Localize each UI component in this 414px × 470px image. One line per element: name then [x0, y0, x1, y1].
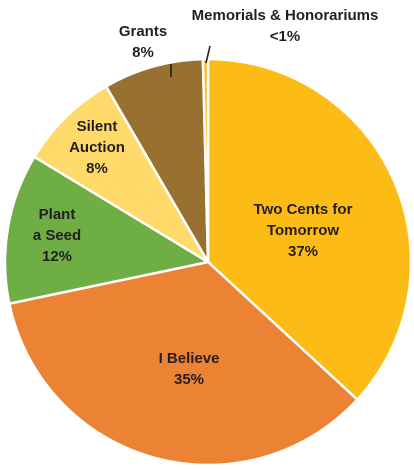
pie-slices [3, 57, 413, 467]
slice-value-silent-auction: 8% [86, 160, 108, 177]
slice-labels: Two Cents for Tomorrow 37% I Believe 35% Plan… [33, 7, 379, 388]
slice-label-two-cents-for-tomorrow: Two Cents for Tomorrow 37% [254, 201, 353, 260]
slice-value-plant-a-seed: 12% [42, 248, 72, 265]
slice-label-i-believe: I Believe 35% [159, 350, 220, 388]
pie-slice-grants [104, 57, 210, 263]
slice-label-memorials-honorariums: Memorials & Honorariums <1% [192, 7, 379, 45]
slice-label-grants: Grants 8% [119, 23, 167, 61]
slice-value-grants: 8% [132, 44, 154, 61]
pie-slice-i-believe [7, 260, 360, 467]
slice-label-plant-a-seed: Plant a Seed 12% [33, 206, 81, 265]
pie-slice-memorials-honorariums [201, 57, 210, 263]
slice-value-two-cents-for-tomorrow: 37% [288, 243, 318, 260]
pie-slice-two-cents-for-tomorrow [206, 57, 413, 402]
pie-slice-plant-a-seed [3, 155, 212, 306]
leader-lines [170, 45, 211, 77]
leader-line-memorials [205, 45, 211, 64]
slice-value-i-believe: 35% [174, 371, 204, 388]
slice-label-silent-auction: Silent Auction 8% [69, 118, 125, 177]
slice-value-memorials-honorariums: <1% [270, 28, 300, 45]
pie-slice-silent-auction [32, 84, 210, 264]
